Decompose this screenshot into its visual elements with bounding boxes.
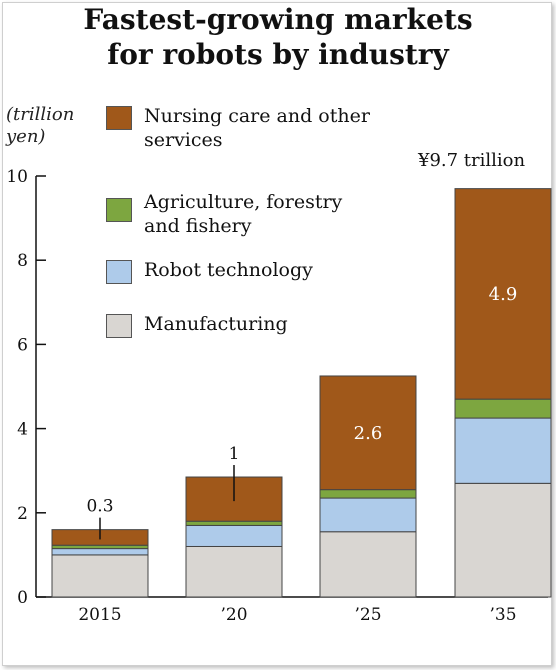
bar-2-segment-0 [319, 531, 417, 598]
x-category-label-0: 2015 [78, 605, 121, 625]
bar-0-segment-0 [51, 554, 149, 598]
bar-1-segment-2 [185, 520, 283, 526]
y-tick-label-4: 4 [17, 420, 28, 440]
y-axis-unit-line-1: (trillion [6, 104, 75, 125]
legend-swatch-robot-technology [106, 260, 132, 284]
bar-1-segment-1 [185, 524, 283, 547]
legend-swatch-manufacturing [106, 314, 132, 338]
y-tick-label-10: 10 [6, 167, 28, 187]
chart-title-line-1: Fastest-growing markets [83, 3, 473, 36]
bar-1-segment-0 [185, 545, 283, 598]
bar-2-segment-2 [319, 489, 417, 499]
bar-3-segment-2 [454, 398, 552, 419]
x-category-label-2: ’25 [354, 605, 381, 625]
x-category-label-3: ’35 [489, 605, 516, 625]
bar-3-segment-1 [454, 417, 552, 484]
annotation-inside-3: 4.9 [489, 284, 518, 305]
chart-title-line-2: for robots by industry [107, 38, 449, 71]
bar-2-segment-3 [319, 375, 417, 491]
legend-label-manufacturing: Manufacturing [144, 313, 288, 335]
y-axis-unit: (trillion yen) [6, 104, 74, 148]
legend-swatch-nursing [106, 106, 132, 130]
legend-label-agriculture-line-1: Agriculture, forestry [144, 191, 343, 213]
y-tick-label-6: 6 [17, 335, 28, 355]
x-category-label-1: ’20 [220, 605, 247, 625]
annotation-inside-2: 2.6 [354, 423, 383, 444]
legend-label-nursing-line-2: services [144, 129, 223, 151]
y-axis-unit-line-2: yen) [6, 126, 46, 147]
legend-label-nursing-line-1: Nursing care and other [144, 105, 370, 127]
legend-label-robot-technology: Robot technology [144, 259, 313, 281]
y-tick-label-2: 2 [17, 504, 28, 524]
legend-label-agriculture-line-2: and fishery [144, 215, 252, 237]
y-tick-label-0: 0 [17, 588, 28, 608]
bar-0-segment-1 [51, 548, 149, 556]
legend-label-nursing: Nursing care and other services [144, 104, 404, 152]
annotation-above-0: 0.3 [86, 497, 113, 517]
y-tick-label-8: 8 [17, 251, 28, 271]
bar-3-segment-0 [454, 482, 552, 598]
bar-2-segment-1 [319, 497, 417, 533]
bar-0-segment-2 [51, 544, 149, 550]
legend-swatch-agriculture [106, 198, 132, 222]
total-label-2035: ¥9.7 trillion [418, 150, 526, 171]
chart-title: Fastest-growing markets for robots by in… [0, 2, 556, 72]
legend-label-agriculture: Agriculture, forestry and fishery [144, 190, 404, 238]
bar-3-segment-3 [454, 188, 552, 400]
annotation-above-1: 1 [229, 444, 240, 464]
